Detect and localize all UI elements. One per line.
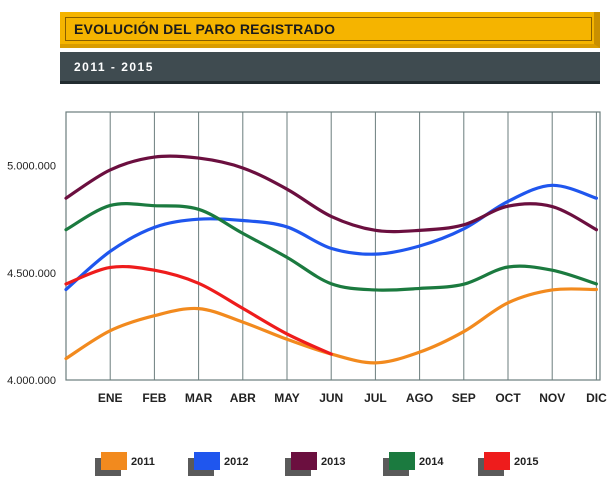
legend-label: 2011 <box>131 456 155 468</box>
subtitle-bar: 2011 - 2015 <box>60 52 600 84</box>
legend-item-2013: 2013 <box>285 448 365 478</box>
series-line-2013 <box>64 154 598 234</box>
y-tick-label: 4.000.000 <box>7 375 56 387</box>
x-tick-label: NOV <box>539 391 565 405</box>
legend-item-2012: 2012 <box>188 448 268 478</box>
legend-label: 2013 <box>321 456 346 468</box>
legend-swatch <box>389 452 415 470</box>
legend-item-2011: 2011 <box>95 448 175 478</box>
series-line-2015 <box>64 264 333 356</box>
legend-swatch <box>484 452 510 470</box>
x-tick-label: ENE <box>98 391 123 405</box>
title-banner: EVOLUCIÓN DEL PARO REGISTRADO <box>60 12 600 48</box>
legend-label: 2015 <box>514 456 539 468</box>
series-line-2014 <box>64 202 598 292</box>
y-tick-label: 5.000.000 <box>7 161 56 173</box>
x-tick-label: JUN <box>319 391 343 405</box>
legend-label: 2014 <box>419 456 444 468</box>
legend-swatch <box>291 452 317 470</box>
x-tick-label: OCT <box>495 391 521 405</box>
legend-item-2014: 2014 <box>383 448 463 478</box>
x-tick-label: AGO <box>406 391 433 405</box>
y-tick-label: 4.500.000 <box>7 268 56 280</box>
x-tick-label: ABR <box>230 391 256 405</box>
legend-swatch <box>194 452 220 470</box>
chart-subtitle: 2011 - 2015 <box>74 60 154 74</box>
x-tick-label: MAY <box>274 391 300 405</box>
title-banner-frame <box>65 17 592 41</box>
line-chart: 4.000.000 4.500.000 5.000.000 ENE FEB MAR ABR M… <box>7 111 607 405</box>
chart-title: EVOLUCIÓN DEL PARO REGISTRADO <box>74 21 336 37</box>
x-tick-label: SEP <box>452 391 476 405</box>
x-tick-label: FEB <box>142 391 166 405</box>
series-line-2012 <box>64 183 598 292</box>
x-tick-label: MAR <box>185 391 213 405</box>
x-tick-label: JUL <box>364 391 387 405</box>
legend-item-2015: 2015 <box>478 448 558 478</box>
legend-label: 2012 <box>224 456 249 468</box>
legend-swatch <box>101 452 127 470</box>
plot-frame <box>65 111 601 381</box>
x-tick-label: DIC <box>586 391 607 405</box>
